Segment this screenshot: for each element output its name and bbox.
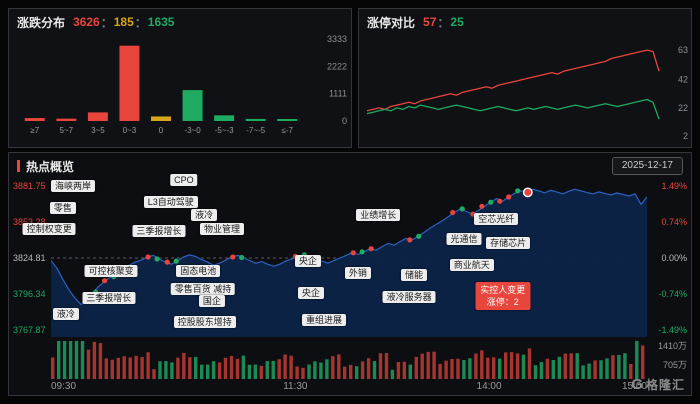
- date-selector[interactable]: 2025-12-17: [611, 157, 683, 175]
- svg-text:2: 2: [683, 131, 688, 141]
- limitdown-count: 25: [450, 15, 464, 29]
- gelonghui-logo-icon: G: [631, 376, 643, 393]
- down-count: 1635: [147, 15, 175, 29]
- svg-text:63: 63: [678, 45, 688, 55]
- svg-text:3~5: 3~5: [91, 126, 105, 135]
- svg-text:42: 42: [678, 75, 688, 85]
- percent-tick-label: 1.49%: [661, 181, 687, 191]
- hotspot-tag[interactable]: 国企: [198, 294, 225, 307]
- hotspot-tag[interactable]: 央企: [294, 255, 321, 267]
- hotspot-panel: 热点概览 2025-12-17 3881.75 3853.28 3824.81 379…: [8, 152, 692, 396]
- gelonghui-watermark: G 格隆汇: [631, 376, 685, 393]
- price-tick-label: 3853.28: [13, 217, 46, 227]
- hotspot-panel-title: 热点概览: [26, 159, 75, 174]
- hotspot-tag[interactable]: 实控人变更 涨停：2: [475, 281, 531, 310]
- svg-text:-3~0: -3~0: [184, 126, 201, 135]
- hotspot-tag[interactable]: 海峡两岸: [51, 179, 96, 192]
- percent-axis: 1.49% 0.74% 0.00% -0.74% -1.49%: [647, 179, 691, 337]
- price-tick-label: 3796.34: [13, 289, 46, 299]
- hotspot-tag[interactable]: 控股股东增持: [173, 316, 236, 329]
- hotspot-tag[interactable]: 储能: [400, 268, 427, 281]
- hotspot-area-chart: [50, 187, 648, 337]
- svg-text:1111: 1111: [329, 89, 347, 99]
- volume-tick-label: 705万: [662, 360, 687, 370]
- svg-text:3333: 3333: [327, 35, 347, 44]
- svg-text:0: 0: [159, 126, 164, 135]
- hotspot-tag[interactable]: 光通信: [446, 233, 482, 246]
- hotspot-tag[interactable]: 物业管理: [200, 223, 245, 236]
- hotspot-tag[interactable]: 三季报增长: [82, 292, 136, 305]
- svg-text:2222: 2222: [327, 61, 347, 71]
- updown-bar-chart: 3333 2222 1111 0 ≥7 5~7 3~5 0~3 0 -3~0 -5~-3 -7~-5 ≤…: [24, 35, 347, 135]
- limitup-panel-title: 涨停对比: [367, 15, 416, 30]
- volume-tick-label: 1410万: [657, 341, 687, 351]
- svg-text:5~7: 5~7: [60, 126, 74, 135]
- volume-chart-wrap: [51, 337, 647, 379]
- percent-tick-label: -1.49%: [658, 325, 687, 335]
- hotspot-tag[interactable]: 重组进展: [301, 314, 346, 327]
- svg-text:-5~-3: -5~-3: [215, 126, 234, 135]
- hotspot-tag[interactable]: 商业航天: [449, 258, 494, 271]
- hotspot-tag[interactable]: CPO: [170, 173, 198, 186]
- hotspot-tag[interactable]: 业绩增长: [356, 208, 401, 221]
- price-tick-label: 3767.87: [13, 325, 46, 335]
- updown-distribution-panel: 涨跌分布 3626 ： 185 ： 1635 3333 2222 1111 0 ≥7 5~…: [8, 8, 352, 148]
- time-axis: 09:30 11:30 14:00 15:00: [51, 379, 647, 395]
- hotspot-tag[interactable]: L3自动驾驶: [143, 195, 198, 208]
- time-tick-label: 11:30: [283, 381, 308, 392]
- up-count: 3626: [73, 15, 100, 29]
- price-tick-label: 3824.81: [13, 253, 46, 263]
- time-tick-label: 15:00: [621, 381, 647, 392]
- count-separator: ：: [100, 15, 113, 30]
- hotspot-tag[interactable]: 液冷: [191, 209, 218, 222]
- time-tick-label: 14:00: [476, 381, 502, 392]
- svg-text:≤-7: ≤-7: [281, 126, 293, 135]
- hotspot-tag[interactable]: 液冷: [52, 308, 79, 321]
- limitup-count: 57: [423, 15, 437, 29]
- panel-accent-bar: [17, 160, 20, 172]
- updown-panel-title: 涨跌分布: [17, 15, 66, 30]
- hotspot-tag[interactable]: 可控核聚变: [84, 264, 138, 277]
- svg-text:≥7: ≥7: [30, 126, 39, 135]
- limitup-compare-panel: 涨停对比 57 ： 25 63 42 22 2: [358, 8, 692, 148]
- price-tick-label: 3881.75: [13, 181, 46, 191]
- count-separator: ：: [437, 15, 450, 30]
- hotspot-tags-overlay: 海峡两岸 零售 控制权变更 三季报增长 CPO L3自动驾驶 液冷 物业管理 可控核聚变 三季报增…: [22, 173, 647, 337]
- svg-text:-7~-5: -7~-5: [246, 126, 265, 135]
- percent-tick-label: 0.74%: [661, 217, 687, 227]
- hotspot-tag[interactable]: 三季报增长: [132, 225, 186, 238]
- time-tick-label: 09:30: [51, 381, 77, 392]
- count-separator: ：: [134, 15, 147, 30]
- svg-text:0~3: 0~3: [123, 126, 137, 135]
- hotspot-tag[interactable]: 固态电池: [176, 264, 221, 277]
- volume-axis: 1410万 705万: [647, 337, 691, 379]
- gelonghui-logo-text: 格隆汇: [645, 378, 685, 392]
- svg-text:0: 0: [342, 116, 347, 126]
- hotspot-panel-header: 热点概览 2025-12-17: [9, 153, 691, 179]
- hotspot-tag[interactable]: 零售百货 减持: [170, 282, 236, 295]
- percent-tick-label: 0.00%: [661, 253, 687, 263]
- hotspot-tag[interactable]: 央企: [297, 286, 324, 299]
- hotspot-chart-body: 3881.75 3853.28 3824.81 3796.34 3767.87 1.49…: [9, 173, 691, 395]
- hotspot-tag[interactable]: 外销: [344, 266, 371, 279]
- hotspot-tag[interactable]: 存储芯片: [486, 237, 531, 250]
- limitup-panel-header: 涨停对比 57 ： 25: [359, 9, 691, 35]
- area-chart-wrap: [50, 179, 648, 337]
- hotspot-tag[interactable]: 控制权变更: [22, 223, 76, 236]
- hotspot-tag[interactable]: 零售: [49, 201, 76, 214]
- hotspot-tag[interactable]: 空芯光纤: [474, 213, 519, 226]
- flat-count: 185: [113, 15, 134, 29]
- percent-tick-label: -0.74%: [658, 289, 687, 299]
- price-axis: 3881.75 3853.28 3824.81 3796.34 3767.87: [9, 179, 49, 337]
- hotspot-volume-chart: [51, 341, 645, 379]
- svg-text:22: 22: [678, 103, 688, 113]
- hotspot-tag[interactable]: 液冷服务器: [382, 290, 436, 303]
- updown-panel-header: 涨跌分布 3626 ： 185 ： 1635: [9, 9, 351, 35]
